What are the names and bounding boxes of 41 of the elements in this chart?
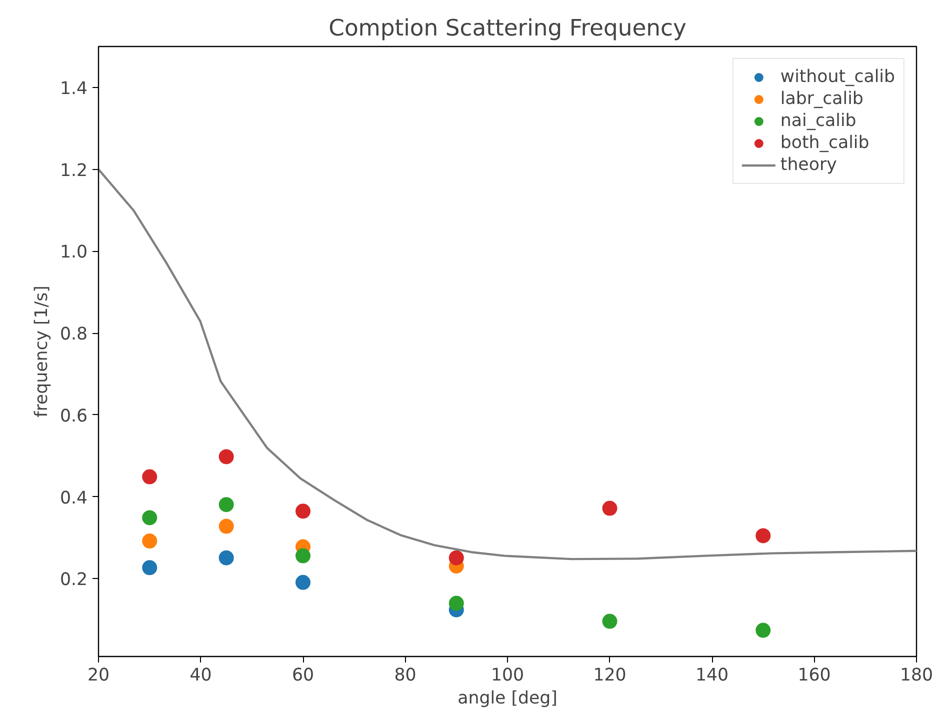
y-tick-label: 1.0 [60,242,88,263]
point [296,504,310,519]
point [602,500,618,516]
point [142,534,158,549]
point [218,497,234,512]
x-tick-label: 160 [798,666,831,686]
x-tick-label: 20 [87,666,110,686]
point [448,550,464,566]
x-axis-title: angle [deg] [458,688,558,708]
point [218,449,234,464]
legend-label: theory [780,155,837,175]
point [296,574,310,590]
y-tick-label: 0.2 [60,570,88,590]
point [296,548,310,564]
x-tick-label: 80 [394,666,416,686]
point [448,596,464,611]
point [142,469,158,484]
x-tick-label: 60 [292,666,314,686]
x-tick-label: 100 [490,666,524,686]
point [602,614,618,629]
legend-label: without_calib [780,67,895,87]
point [218,550,234,566]
point [756,528,771,544]
legend-label: labr_calib [780,89,864,109]
x-tick-label: 40 [190,666,212,686]
x-tick-label: 140 [695,666,729,686]
y-axis-title: frequency [1/s] [32,286,52,418]
point [218,518,234,534]
y-tick-label: 0.8 [60,324,88,345]
point [142,510,158,526]
point [142,560,158,576]
x-tick-label: 180 [900,666,934,686]
x-tick-label: 120 [593,666,626,686]
y-tick-label: 1.4 [60,78,88,99]
y-tick-label: 0.4 [60,488,88,508]
legend-label: nai_calib [780,111,856,131]
y-tick-label: 0.6 [60,406,88,426]
point [756,622,771,638]
chart-title: Comption Scattering Frequency [328,16,686,42]
legend-label: both_calib [780,133,870,153]
y-tick-label: 1.2 [60,160,88,181]
